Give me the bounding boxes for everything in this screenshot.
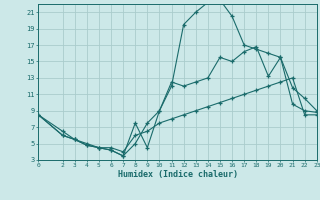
X-axis label: Humidex (Indice chaleur): Humidex (Indice chaleur) (118, 170, 238, 179)
